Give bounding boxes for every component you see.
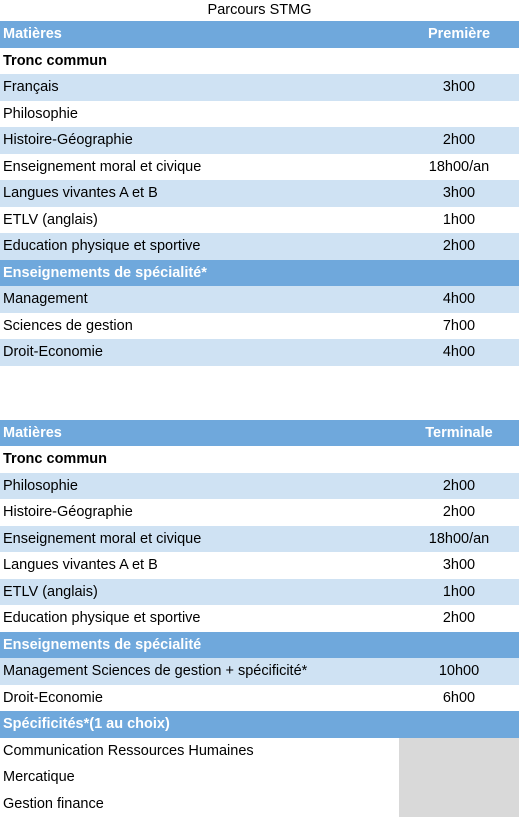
subject-cell: Mercatique: [0, 764, 399, 791]
table-row: Education physique et sportive 2h00: [0, 233, 519, 260]
header-level: Première: [399, 21, 519, 48]
subject-cell: Droit-Economie: [0, 339, 399, 366]
table-row: Philosophie 2h00: [0, 472, 519, 499]
table-header: Matières Terminale: [0, 419, 519, 446]
hours-cell: [399, 737, 519, 764]
table-row: Enseignement moral et civique 18h00/an: [0, 153, 519, 180]
hours-cell: [399, 631, 519, 658]
page-title: Parcours STMG: [207, 2, 312, 18]
hours-cell: 2h00: [399, 472, 519, 499]
hours-cell: 6h00: [399, 684, 519, 711]
hours-cell: 2h00: [399, 127, 519, 154]
table-row: Enseignement moral et civique 18h00/an: [0, 525, 519, 552]
hours-cell: 3h00: [399, 180, 519, 207]
hours-cell: 2h00: [399, 605, 519, 632]
subject-cell: Gestion finance: [0, 790, 399, 817]
hours-cell: 3h00: [399, 74, 519, 101]
hours-cell: 1h00: [399, 206, 519, 233]
hours-cell: 2h00: [399, 233, 519, 260]
subject-cell: Philosophie: [0, 472, 399, 499]
subject-cell: Tronc commun: [0, 47, 399, 74]
hours-cell: [399, 790, 519, 817]
hours-cell: 7h00: [399, 312, 519, 339]
hours-cell: 18h00/an: [399, 525, 519, 552]
table-row: Management 4h00: [0, 286, 519, 313]
table-row: Langues vivantes A et B 3h00: [0, 180, 519, 207]
hours-cell: [399, 764, 519, 791]
table-row: Droit-Economie 6h00: [0, 684, 519, 711]
subject-cell: Français: [0, 74, 399, 101]
section-row: Tronc commun: [0, 446, 519, 473]
hours-cell: [399, 47, 519, 74]
subject-cell: Droit-Economie: [0, 684, 399, 711]
subject-cell: Tronc commun: [0, 446, 399, 473]
hours-cell: [399, 100, 519, 127]
subject-cell: Enseignements de spécialité*: [0, 259, 399, 286]
subject-cell: Enseignements de spécialité: [0, 631, 399, 658]
hours-cell: 4h00: [399, 339, 519, 366]
hours-cell: 10h00: [399, 658, 519, 685]
terminale-table: Matières Terminale Tronc commun Philosoph…: [0, 419, 519, 817]
table-header: Matières Première: [0, 21, 519, 48]
table-spacer: [0, 366, 519, 420]
subject-cell: Histoire-Géographie: [0, 499, 399, 526]
table-row: Histoire-Géographie 2h00: [0, 127, 519, 154]
subject-cell: Spécificités*(1 au choix): [0, 711, 399, 738]
table-row: Management Sciences de gestion + spécifi…: [0, 658, 519, 685]
premiere-table: Matières Première Tronc commun Français 3h…: [0, 21, 519, 366]
section-row: Enseignements de spécialité: [0, 631, 519, 658]
section-row: Enseignements de spécialité*: [0, 259, 519, 286]
header-subject: Matières: [0, 419, 399, 446]
table-row: ETLV (anglais) 1h00: [0, 578, 519, 605]
hours-cell: [399, 446, 519, 473]
table-row: Mercatique: [0, 764, 519, 791]
subject-cell: Philosophie: [0, 100, 399, 127]
hours-cell: [399, 259, 519, 286]
table-row: Français 3h00: [0, 74, 519, 101]
subject-cell: ETLV (anglais): [0, 578, 399, 605]
table-row: Sciences de gestion 7h00: [0, 312, 519, 339]
table-row: ETLV (anglais) 1h00: [0, 206, 519, 233]
table-row: Communication Ressources Humaines: [0, 737, 519, 764]
table-row: Droit-Economie 4h00: [0, 339, 519, 366]
table-row: Philosophie: [0, 100, 519, 127]
hours-cell: 4h00: [399, 286, 519, 313]
subject-cell: Management: [0, 286, 399, 313]
subject-cell: Communication Ressources Humaines: [0, 737, 399, 764]
hours-cell: 1h00: [399, 578, 519, 605]
subject-cell: Langues vivantes A et B: [0, 552, 399, 579]
subject-cell: ETLV (anglais): [0, 206, 399, 233]
hours-cell: 2h00: [399, 499, 519, 526]
subject-cell: Enseignement moral et civique: [0, 525, 399, 552]
header-level: Terminale: [399, 419, 519, 446]
hours-cell: 18h00/an: [399, 153, 519, 180]
subject-cell: Sciences de gestion: [0, 312, 399, 339]
hours-cell: [399, 711, 519, 738]
table-row: Histoire-Géographie 2h00: [0, 499, 519, 526]
table-row: Gestion finance: [0, 790, 519, 817]
subject-cell: Management Sciences de gestion + spécifi…: [0, 658, 399, 685]
header-subject: Matières: [0, 21, 399, 48]
section-row: Tronc commun: [0, 47, 519, 74]
table-row: Education physique et sportive 2h00: [0, 605, 519, 632]
subject-cell: Enseignement moral et civique: [0, 153, 399, 180]
hours-cell: 3h00: [399, 552, 519, 579]
section-row: Spécificités*(1 au choix): [0, 711, 519, 738]
table-row: Langues vivantes A et B 3h00: [0, 552, 519, 579]
subject-cell: Histoire-Géographie: [0, 127, 399, 154]
subject-cell: Langues vivantes A et B: [0, 180, 399, 207]
subject-cell: Education physique et sportive: [0, 605, 399, 632]
subject-cell: Education physique et sportive: [0, 233, 399, 260]
